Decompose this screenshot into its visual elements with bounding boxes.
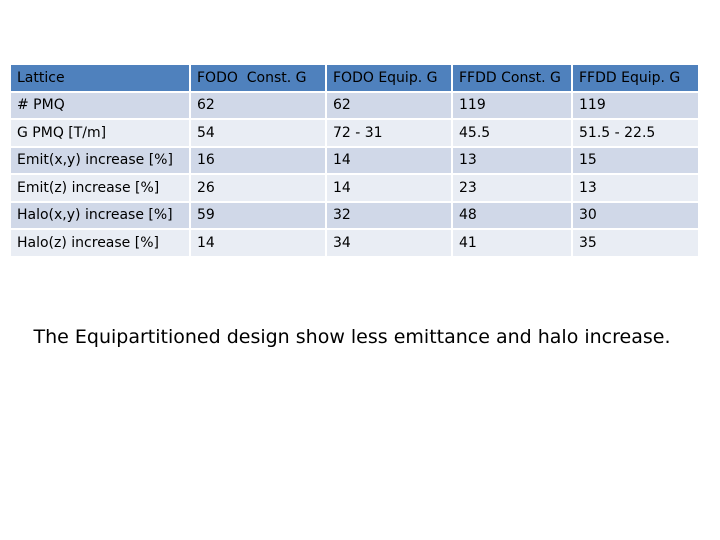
table-cell: 59 [189,200,327,230]
table-cell: 15 [571,145,700,175]
table-cell: 62 [325,90,453,120]
table-cell: 16 [189,145,327,175]
header-row: Lattice FODO Const. G FODO Equip. G FFDD Co… [9,63,700,93]
table-cell: 51.5 - 22.5 [571,118,700,148]
table-cell: Emit(x,y) increase [%] [9,145,191,175]
table-cell: 62 [189,90,327,120]
table-cell: 26 [189,173,327,203]
table-cell: Halo(z) increase [%] [9,228,191,258]
table-cell: 72 - 31 [325,118,453,148]
table-cell: Emit(z) increase [%] [9,173,191,203]
table-cell: 45.5 [451,118,573,148]
table-cell: 32 [325,200,453,230]
table-cell: 30 [571,200,700,230]
table-cell: 54 [189,118,327,148]
table-row: Emit(z) increase [%] 26 14 23 13 [9,173,700,203]
table-cell: 41 [451,228,573,258]
header-cell: FFDD Equip. G [571,63,700,93]
table-cell: 48 [451,200,573,230]
table-cell: 34 [325,228,453,258]
header-cell: FODO Equip. G [325,63,453,93]
table-row: G PMQ [T/m] 54 72 - 31 45.5 51.5 - 22.5 [9,118,700,148]
data-table: Lattice FODO Const. G FODO Equip. G FFDD Co… [9,63,700,258]
table-cell: Halo(x,y) increase [%] [9,200,191,230]
table-cell: # PMQ [9,90,191,120]
table-cell: 13 [571,173,700,203]
table-row: Halo(z) increase [%] 14 34 41 35 [9,228,700,258]
table-body: Lattice FODO Const. G FODO Equip. G FFDD Co… [9,63,700,258]
table-cell: 35 [571,228,700,258]
table-cell: 14 [189,228,327,258]
table-cell: 14 [325,173,453,203]
table-cell: 119 [451,90,573,120]
table-cell: 14 [325,145,453,175]
table-cell: 23 [451,173,573,203]
caption: The Equipartitioned design show less emi… [33,326,671,348]
table-cell: 119 [571,90,700,120]
table-row: Emit(x,y) increase [%] 16 14 13 15 [9,145,700,175]
header-cell: FODO Const. G [189,63,327,93]
table-cell: G PMQ [T/m] [9,118,191,148]
table-cell: 13 [451,145,573,175]
header-cell: FFDD Const. G [451,63,573,93]
header-cell: Lattice [9,63,191,93]
table-row: Halo(x,y) increase [%] 59 32 48 30 [9,200,700,230]
table-row: # PMQ 62 62 119 119 [9,90,700,120]
